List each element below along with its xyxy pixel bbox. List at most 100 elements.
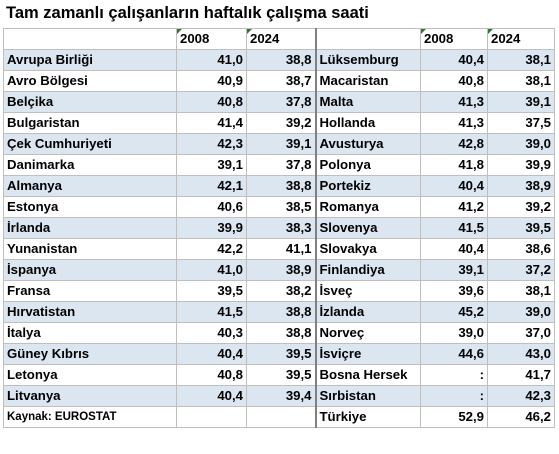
value-2008-cell: : (420, 385, 488, 407)
table-row: Avro Bölgesi 40,9 38,7 Macaristan 40,8 38,1 (3, 70, 555, 92)
value-2024-cell: 38,7 (246, 70, 317, 92)
table-row: Kaynak: EUROSTAT Türkiye 52,9 46,2 (3, 406, 555, 428)
value-2008-cell: 39,9 (176, 217, 247, 239)
value-2024-cell: 38,8 (246, 49, 317, 71)
country-cell: Hırvatistan (3, 301, 177, 323)
country-cell: İspanya (3, 259, 177, 281)
country-cell: Yunanistan (3, 238, 177, 260)
value-2024-cell: 39,0 (487, 133, 555, 155)
value-2024-cell: 37,8 (246, 154, 317, 176)
table-row: Bulgaristan 41,4 39,2 Hollanda 41,3 37,5 (3, 112, 555, 134)
header-blank-left (3, 28, 177, 50)
value-2024-cell: 37,2 (487, 259, 555, 281)
value-2008-cell: 39,5 (176, 280, 247, 302)
country-cell: Norveç (315, 322, 421, 344)
country-cell: Belçika (3, 91, 177, 113)
value-2008-cell: 42,2 (176, 238, 247, 260)
value-2008-cell: 39,1 (420, 259, 488, 281)
value-2008-cell: 42,3 (176, 133, 247, 155)
table-row: Çek Cumhuriyeti 42,3 39,1 Avusturya 42,8 39,0 (3, 133, 555, 155)
value-2008-cell: 40,9 (176, 70, 247, 92)
value-2024-cell: 39,5 (246, 343, 317, 365)
value-2024-cell: 39,9 (487, 154, 555, 176)
country-cell: Slovenya (315, 217, 421, 239)
country-cell: Bulgaristan (3, 112, 177, 134)
value-2024-cell: 39,0 (487, 301, 555, 323)
value-2008-cell: 40,8 (176, 364, 247, 386)
country-cell: Güney Kıbrıs (3, 343, 177, 365)
value-2008-cell: 45,2 (420, 301, 488, 323)
country-cell: Romanya (315, 196, 421, 218)
value-2008-cell: 41,2 (420, 196, 488, 218)
value-2024-cell: 39,1 (487, 91, 555, 113)
table-row: İtalya 40,3 38,8 Norveç 39,0 37,0 (3, 322, 555, 344)
value-2008-cell: 39,0 (420, 322, 488, 344)
table-row: Estonya 40,6 38,5 Romanya 41,2 39,2 (3, 196, 555, 218)
header-2024-left: 2024 (246, 28, 317, 50)
country-cell: Avusturya (315, 133, 421, 155)
value-2024-cell: 38,9 (487, 175, 555, 197)
value-2008-cell: 40,4 (176, 343, 247, 365)
country-cell: Çek Cumhuriyeti (3, 133, 177, 155)
value-2024-cell: 39,5 (487, 217, 555, 239)
country-cell: İzlanda (315, 301, 421, 323)
value-2008-cell: : (420, 364, 488, 386)
value-2008-cell: 42,1 (176, 175, 247, 197)
country-cell: Bosna Hersek (315, 364, 421, 386)
value-2008-cell: 40,8 (420, 70, 488, 92)
empty-cell (176, 406, 247, 428)
header-row: 2008 2024 2008 2024 (3, 28, 555, 50)
value-2008-cell: 41,8 (420, 154, 488, 176)
table-row: Belçika 40,8 37,8 Malta 41,3 39,1 (3, 91, 555, 113)
value-2024-cell: 41,1 (246, 238, 317, 260)
country-cell: İtalya (3, 322, 177, 344)
country-cell: Danimarka (3, 154, 177, 176)
value-2024-cell: 38,1 (487, 49, 555, 71)
value-2024-cell: 43,0 (487, 343, 555, 365)
country-cell: Sırbistan (315, 385, 421, 407)
header-2008-right: 2008 (420, 28, 488, 50)
value-2008-cell: 40,4 (176, 385, 247, 407)
value-2024-cell: 37,0 (487, 322, 555, 344)
value-2024-cell: 39,1 (246, 133, 317, 155)
value-2008-cell: 41,3 (420, 112, 488, 134)
value-2008-cell: 44,6 (420, 343, 488, 365)
country-cell: Polonya (315, 154, 421, 176)
work-hours-table: 2008 2024 2008 2024 Avrupa Birliği 41,0 38,8 Lü… (3, 28, 555, 428)
table-row: Avrupa Birliği 41,0 38,8 Lüksemburg 40,4 38,1 (3, 49, 555, 71)
country-cell: İrlanda (3, 217, 177, 239)
value-2024-cell: 41,7 (487, 364, 555, 386)
value-2008-cell: 42,8 (420, 133, 488, 155)
country-cell: Avrupa Birliği (3, 49, 177, 71)
table-row: Güney Kıbrıs 40,4 39,5 İsviçre 44,6 43,0 (3, 343, 555, 365)
table-row: Fransa 39,5 38,2 İsveç 39,6 38,1 (3, 280, 555, 302)
value-2024-cell: 46,2 (487, 406, 555, 428)
country-cell: Malta (315, 91, 421, 113)
value-2008-cell: 41,5 (176, 301, 247, 323)
table-row: Litvanya 40,4 39,4 Sırbistan:42,3 (3, 385, 555, 407)
value-2024-cell: 39,5 (246, 364, 317, 386)
country-cell: Litvanya (3, 385, 177, 407)
value-2024-cell: 38,5 (246, 196, 317, 218)
value-2008-cell: 40,6 (176, 196, 247, 218)
value-2008-cell: 41,0 (176, 49, 247, 71)
country-cell: İsviçre (315, 343, 421, 365)
table-row: İrlanda 39,9 38,3 Slovenya 41,5 39,5 (3, 217, 555, 239)
source-note: Kaynak: EUROSTAT (3, 406, 177, 428)
country-cell: Letonya (3, 364, 177, 386)
country-cell: Estonya (3, 196, 177, 218)
value-2024-cell: 38,8 (246, 322, 317, 344)
country-cell: Hollanda (315, 112, 421, 134)
country-cell: Fransa (3, 280, 177, 302)
empty-cell (246, 406, 317, 428)
value-2008-cell: 41,5 (420, 217, 488, 239)
value-2024-cell: 38,3 (246, 217, 317, 239)
country-cell: İsveç (315, 280, 421, 302)
value-2008-cell: 40,8 (176, 91, 247, 113)
value-2008-cell: 40,4 (420, 175, 488, 197)
value-2024-cell: 37,8 (246, 91, 317, 113)
value-2024-cell: 42,3 (487, 385, 555, 407)
country-cell: Macaristan (315, 70, 421, 92)
value-2024-cell: 38,6 (487, 238, 555, 260)
value-2024-cell: 39,2 (487, 196, 555, 218)
